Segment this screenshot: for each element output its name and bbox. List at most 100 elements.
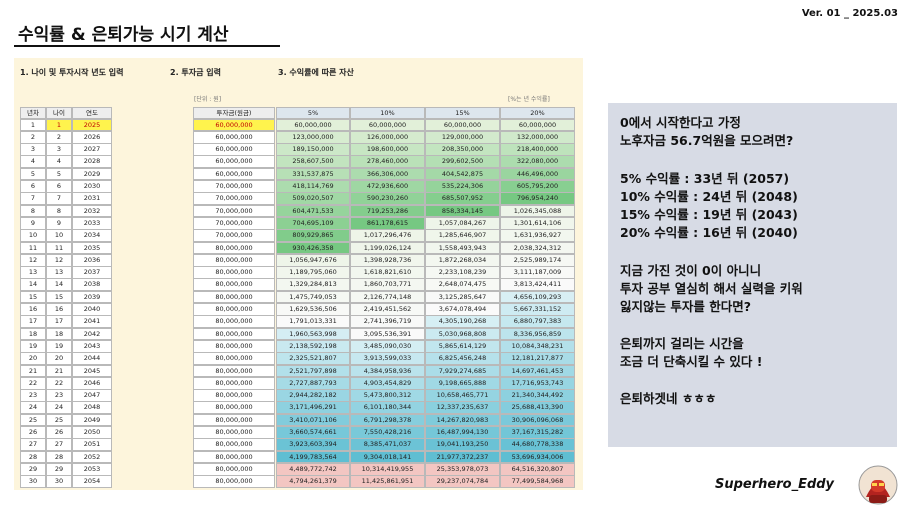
table-cell: 4,903,454,829 — [350, 376, 425, 390]
table-cell: 80,000,000 — [193, 253, 275, 267]
table-cell: 9 — [46, 216, 72, 230]
table-cell: 2,521,797,898 — [276, 364, 350, 378]
table-cell: 9,304,018,141 — [350, 450, 425, 464]
table-cell: 3 — [46, 143, 72, 156]
panel-line: 은퇴까지 걸리는 시간을 — [620, 336, 744, 351]
table-cell: 3,923,603,394 — [276, 438, 350, 452]
table-cell: 3,111,187,009 — [500, 266, 575, 279]
table-cell: 6,880,797,383 — [500, 315, 575, 329]
table-cell: 2,648,074,475 — [425, 278, 500, 292]
table-cell: 16 — [20, 303, 46, 316]
table-cell: 44,680,778,338 — [500, 438, 575, 452]
table-cell: 6,825,456,248 — [425, 352, 500, 365]
table-cell: 126,000,000 — [350, 130, 425, 144]
table-cell: 2043 — [72, 339, 112, 353]
section-label: 1. 나이 및 투자시작 년도 입력 — [20, 68, 124, 77]
table-cell: 2051 — [72, 438, 112, 452]
table-cell: 10,658,465,771 — [425, 389, 500, 402]
table-cell: 10,084,348,231 — [500, 339, 575, 353]
table-cell: 2 — [46, 130, 72, 144]
table-cell: 418,114,769 — [276, 180, 350, 193]
table-cell: 4,384,958,936 — [350, 364, 425, 378]
table-cell: 1,026,345,088 — [500, 204, 575, 218]
table-cell: 12 — [20, 253, 46, 267]
panel-line: 20% 수익률 : 16년 뒤 (2040) — [620, 225, 798, 240]
table-cell: 2042 — [72, 327, 112, 341]
table-cell: 861,178,615 — [350, 216, 425, 230]
table-cell: 2046 — [72, 376, 112, 390]
table-cell: 60,000,000 — [193, 167, 275, 181]
table-cell: 80,000,000 — [193, 450, 275, 464]
table-cell: 70,000,000 — [193, 192, 275, 206]
table-cell: 129,000,000 — [425, 130, 500, 144]
table-cell: 20 — [20, 352, 46, 365]
table-cell: 17 — [46, 315, 72, 329]
table-cell: 30 — [20, 475, 46, 488]
table-cell: 15 — [20, 290, 46, 304]
table-cell: 25,353,978,073 — [425, 462, 500, 476]
table-cell: 605,795,200 — [500, 180, 575, 193]
table-cell: 2025 — [72, 118, 112, 132]
table-cell: 5,030,968,808 — [425, 327, 500, 341]
table-cell: 2033 — [72, 216, 112, 230]
table-cell: 29,237,074,784 — [425, 475, 500, 488]
table-cell: 2041 — [72, 315, 112, 329]
panel-line: 노후자금 56.7억원을 모으려면? — [620, 133, 794, 148]
table-cell: 2,419,451,562 — [350, 303, 425, 316]
column-header: 년차 — [20, 107, 46, 119]
table-cell: 930,426,358 — [276, 241, 350, 255]
table-cell: 5,473,800,312 — [350, 389, 425, 402]
table-cell: 5,865,614,129 — [425, 339, 500, 353]
table-cell: 2044 — [72, 352, 112, 365]
table-cell: 26 — [20, 426, 46, 439]
table-cell: 18 — [46, 327, 72, 341]
table-cell: 37,167,315,282 — [500, 426, 575, 439]
table-cell: 14,267,820,983 — [425, 413, 500, 427]
table-cell: 299,602,500 — [425, 155, 500, 169]
table-cell: 2049 — [72, 413, 112, 427]
column-header: 나이 — [46, 107, 72, 119]
table-cell: 1 — [20, 118, 46, 132]
table-cell: 1,872,268,034 — [425, 253, 500, 267]
table-cell: 322,080,000 — [500, 155, 575, 169]
table-cell: 25,688,413,390 — [500, 401, 575, 415]
panel-line: 0에서 시작한다고 가정 — [620, 115, 741, 130]
table-cell: 4,489,772,742 — [276, 462, 350, 476]
table-cell: 20 — [46, 352, 72, 365]
table-cell: 258,607,500 — [276, 155, 350, 169]
table-cell: 80,000,000 — [193, 475, 275, 488]
table-cell: 19 — [46, 339, 72, 353]
table-cell: 2034 — [72, 229, 112, 242]
table-cell: 2039 — [72, 290, 112, 304]
table-cell: 16,487,994,130 — [425, 426, 500, 439]
version: Ver. 01 _ 2025.03 — [801, 8, 898, 19]
panel-line: 10% 수익률 : 24년 뒤 (2048) — [620, 189, 798, 204]
table-cell: 1,301,614,106 — [500, 216, 575, 230]
table-cell: 10 — [20, 229, 46, 242]
table-cell: 509,020,507 — [276, 192, 350, 206]
table-cell: 1,398,928,736 — [350, 253, 425, 267]
table-cell: 60,000,000 — [193, 118, 275, 132]
table-cell: 27 — [46, 438, 72, 452]
column-header: 5% — [276, 107, 350, 119]
table-cell: 4 — [20, 155, 46, 169]
table-cell: 3,660,574,661 — [276, 426, 350, 439]
table-cell: 2045 — [72, 364, 112, 378]
table-cell: 858,334,145 — [425, 204, 500, 218]
info-panel — [608, 103, 897, 447]
table-cell: 12,337,235,637 — [425, 401, 500, 415]
table-cell: 13 — [20, 266, 46, 279]
table-cell: 70,000,000 — [193, 180, 275, 193]
table-cell: 60,000,000 — [193, 143, 275, 156]
table-cell: 3,813,424,411 — [500, 278, 575, 292]
table-cell: 2053 — [72, 462, 112, 476]
table-cell: 132,000,000 — [500, 130, 575, 144]
table-cell: 3,485,090,030 — [350, 339, 425, 353]
table-cell: 80,000,000 — [193, 278, 275, 292]
table-cell: 80,000,000 — [193, 303, 275, 316]
table-cell: 25 — [46, 413, 72, 427]
table-cell: 8 — [46, 204, 72, 218]
table-cell: 2,741,396,719 — [350, 315, 425, 329]
panel-line: 조금 더 단축시킬 수 있다 ! — [620, 354, 763, 369]
